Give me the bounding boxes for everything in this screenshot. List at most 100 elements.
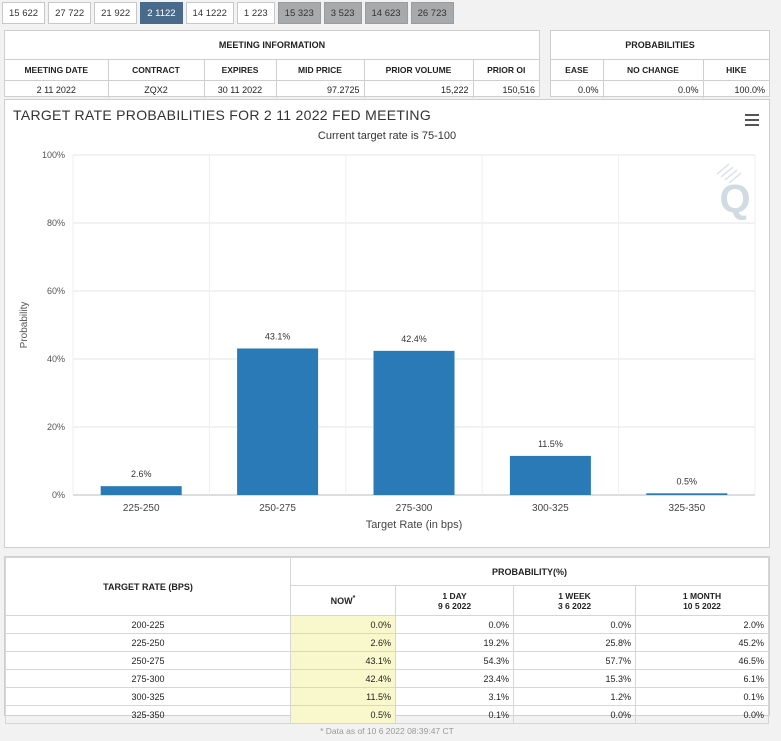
now-header: NOW* (290, 585, 396, 616)
date-tab[interactable]: 21 922 (94, 2, 138, 24)
target-rate-header: TARGET RATE (BPS) (5, 557, 291, 616)
cell-week: 0.0% (513, 615, 636, 634)
meeting-information-title: MEETING INFORMATION (5, 31, 539, 60)
date-tab[interactable]: 26 723 (410, 2, 454, 24)
x-tick-label: 325-350 (668, 503, 705, 514)
probabilities-title: PROBABILITIES (551, 31, 769, 60)
header-mid-price: MID PRICE (276, 60, 365, 81)
y-tick-label: 0% (52, 490, 65, 500)
header-no-change: NO CHANGE (603, 60, 704, 81)
cell-month: 6.1% (635, 669, 769, 688)
prior-oi-value: 150,516 (502, 84, 535, 95)
cell-now: 43.1% (290, 651, 396, 670)
y-tick-label: 100% (42, 150, 65, 160)
cell-now: 0.0% (290, 615, 396, 634)
x-axis-label: Target Rate (in bps) (366, 519, 463, 531)
cell-rate: 325-350 (5, 705, 291, 724)
chart-subtitle: Current target rate is 75-100 (317, 130, 457, 142)
cell-month: 45.2% (635, 633, 769, 652)
header-meeting-date: MEETING DATE (5, 60, 109, 81)
data-label: 2.6% (131, 469, 152, 479)
chart-title: TARGET RATE PROBABILITIES FOR 2 11 2022 … (13, 107, 432, 123)
table-row: 225-250 2.6% 19.2% 25.8% 45.2% (5, 633, 769, 652)
bar (646, 493, 728, 495)
cell-now: 42.4% (290, 669, 396, 688)
cell-day: 0.0% (395, 615, 514, 634)
x-tick-label: 250-275 (259, 503, 296, 514)
bar (237, 348, 319, 495)
no-change-value: 0.0% (603, 80, 704, 98)
table-row: 325-350 0.5% 0.1% 0.0% 0.0% (5, 705, 769, 724)
prior-volume-value: 15,222 (364, 80, 474, 98)
cell-rate: 250-275 (5, 651, 291, 670)
probability-table-panel: TARGET RATE (BPS) PROBABILITY(%) NOW* 1 … (4, 556, 770, 724)
cell-rate: 225-250 (5, 633, 291, 652)
header-prior-volume: PRIOR VOLUME (364, 60, 474, 81)
one-day-header: 1 DAY 9 6 2022 (395, 585, 514, 616)
cell-day: 3.1% (395, 687, 514, 706)
data-label: 0.5% (677, 476, 698, 486)
hike-value: 100.0% (734, 84, 765, 95)
date-tab[interactable]: 14 623 (364, 2, 408, 24)
cell-month: 0.0% (635, 705, 769, 724)
cell-week: 0.0% (513, 705, 636, 724)
bar (509, 455, 591, 495)
one-week-header: 1 WEEK 3 6 2022 (513, 585, 636, 616)
one-month-header: 1 MONTH 10 5 2022 (635, 585, 769, 616)
date-tab[interactable]: 2 1122 (140, 2, 183, 24)
data-label: 42.4% (401, 334, 427, 344)
x-tick-label: 225-250 (123, 503, 160, 514)
data-label: 43.1% (265, 331, 291, 341)
cell-week: 25.8% (513, 633, 636, 652)
svg-text:Q: Q (719, 177, 750, 221)
mid-price-value: 97.2725 (276, 80, 365, 98)
bar (100, 486, 182, 495)
cell-month: 46.5% (635, 651, 769, 670)
data-timestamp-footnote: * Data as of 10 6 2022 08:39:47 CT (320, 726, 454, 736)
date-tab[interactable]: 14 1222 (185, 2, 234, 24)
y-tick-label: 40% (47, 354, 65, 364)
table-row: 275-300 42.4% 23.4% 15.3% 6.1% (5, 669, 769, 688)
date-tab[interactable]: 27 722 (48, 2, 92, 24)
date-tab[interactable]: 3 523 (323, 2, 362, 24)
cell-month: 0.1% (635, 687, 769, 706)
y-tick-label: 60% (47, 286, 65, 296)
y-axis-label: Probability (19, 302, 30, 349)
header-expires: EXPIRES (204, 60, 277, 81)
meeting-information-panel: MEETING INFORMATION MEETING DATE CONTRAC… (4, 30, 540, 98)
cell-month: 2.0% (635, 615, 769, 634)
x-tick-label: 300-325 (532, 503, 569, 514)
cell-rate: 200-225 (5, 615, 291, 634)
cell-now: 11.5% (290, 687, 396, 706)
cell-week: 57.7% (513, 651, 636, 670)
table-row: 250-275 43.1% 54.3% 57.7% 46.5% (5, 651, 769, 670)
cell-week: 1.2% (513, 687, 636, 706)
cell-day: 54.3% (395, 651, 514, 670)
q-logo-icon: Q (716, 163, 751, 221)
bar-chart: 0% 20% 40% 60% 80% 100% 2.6% 225-250 43.1% 250-27… (19, 150, 756, 531)
cell-day: 19.2% (395, 633, 514, 652)
header-prior-oi: PRIOR OI (473, 60, 539, 81)
header-hike: HIKE (703, 60, 769, 81)
chart-menu-icon[interactable] (745, 114, 759, 129)
date-tab[interactable]: 1 223 (236, 2, 275, 24)
probabilities-panel: PROBABILITIES EASE NO CHANGE HIKE 0.0% 0… (550, 30, 770, 98)
date-tab[interactable]: 15 622 (2, 2, 46, 24)
expires-value: 30 11 2022 (204, 80, 277, 98)
header-contract: CONTRACT (108, 60, 205, 81)
table-row: 200-225 0.0% 0.0% 0.0% 2.0% (5, 615, 769, 634)
contract-value: ZQX2 (108, 80, 205, 98)
y-tick-label: 20% (47, 422, 65, 432)
meeting-date-value: 2 11 2022 (5, 80, 109, 98)
cell-day: 23.4% (395, 669, 514, 688)
cell-day: 0.1% (395, 705, 514, 724)
date-tab[interactable]: 15 323 (277, 2, 321, 24)
probability-header: PROBABILITY(%) (290, 557, 769, 586)
probability-chart-panel: TARGET RATE PROBABILITIES FOR 2 11 2022 … (4, 99, 770, 548)
header-ease: EASE (551, 60, 604, 81)
cell-now: 0.5% (290, 705, 396, 724)
cell-now: 2.6% (290, 633, 396, 652)
cell-week: 15.3% (513, 669, 636, 688)
y-tick-label: 80% (47, 218, 65, 228)
x-tick-label: 275-300 (396, 503, 433, 514)
